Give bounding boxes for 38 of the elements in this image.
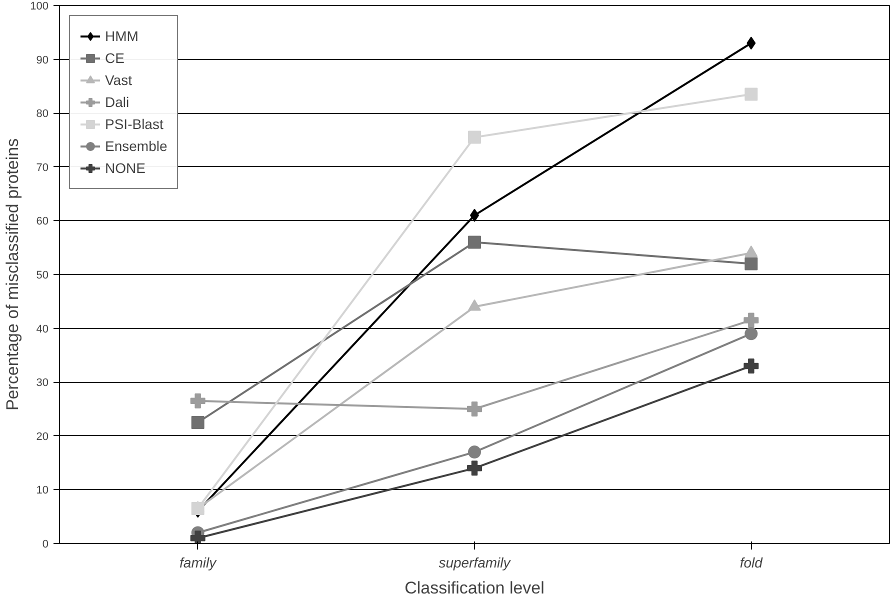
legend-label: Dali [105, 94, 130, 110]
legend-label: Vast [105, 72, 132, 88]
y-tick-label: 30 [36, 377, 49, 390]
y-tick-label: 70 [36, 162, 49, 174]
point [744, 257, 758, 270]
point [744, 358, 759, 374]
y-tick-label: 40 [36, 323, 49, 336]
point [744, 312, 759, 328]
point [467, 460, 482, 476]
point [191, 416, 204, 429]
point [467, 402, 482, 416]
point [468, 130, 481, 144]
legend-label: NONE [105, 160, 146, 176]
x-tick-label: family [180, 554, 218, 570]
point [746, 36, 756, 50]
legend-label: PSI-Blast [105, 116, 164, 132]
y-tick-label: 60 [36, 216, 49, 228]
y-axis-title: Percentage of misclassified proteins [3, 138, 22, 411]
point [191, 502, 204, 516]
y-tick-label: 20 [36, 430, 49, 443]
point [744, 88, 758, 101]
x-tick-label: fold [740, 554, 764, 570]
x-axis-title: Classification level [404, 578, 544, 598]
y-tick-label: 50 [36, 270, 49, 282]
y-tick-label: 90 [36, 54, 49, 66]
legend-label: CE [105, 50, 125, 66]
point [468, 236, 481, 249]
point [744, 327, 758, 340]
point [190, 530, 206, 544]
y-tick-label: 80 [36, 108, 49, 120]
point [190, 393, 206, 408]
x-tick-label: superfamily [438, 554, 512, 570]
y-tick-label: 10 [36, 484, 49, 497]
y-tick-label: 0 [42, 538, 49, 550]
legend-label: HMM [105, 28, 138, 44]
y-tick-label: 100 [30, 0, 49, 12]
point [468, 446, 481, 459]
legend-label: Ensemble [105, 138, 168, 154]
